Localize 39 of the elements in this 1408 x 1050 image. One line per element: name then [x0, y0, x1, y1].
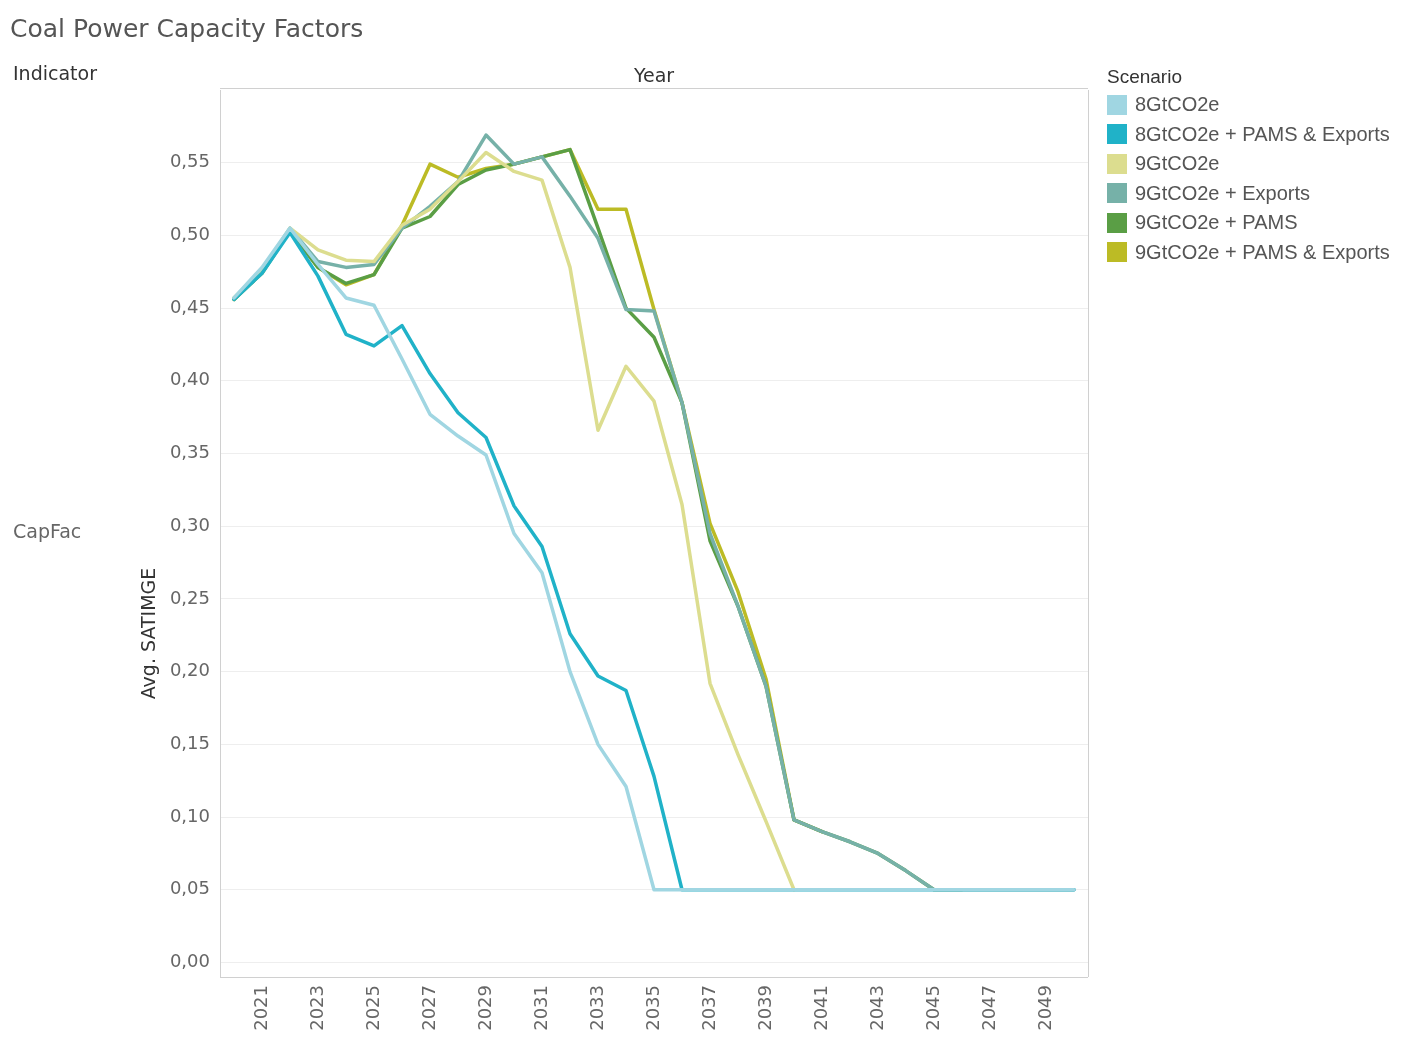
chart-title: Coal Power Capacity Factors [10, 14, 364, 43]
y-tick-label: 0,40 [169, 368, 210, 390]
legend-label: 8GtCO2e [1135, 93, 1220, 117]
legend-label: 9GtCO2e + PAMS [1135, 211, 1298, 235]
x-tick-label: 2025 [361, 985, 383, 1031]
y-tick-label: 0,25 [169, 586, 210, 608]
x-tick-label: 2043 [865, 985, 887, 1031]
legend-label: 9GtCO2e + PAMS & Exports [1135, 240, 1390, 264]
x-axis-title: Year [632, 64, 676, 86]
x-tick-label: 2039 [753, 985, 775, 1031]
text: CapFac [13, 520, 82, 542]
x-tick-label: 2035 [641, 985, 663, 1031]
y-tick-label: 0,55 [169, 150, 210, 172]
x-tick-label: 2045 [921, 985, 943, 1031]
y-tick-label: 0,05 [169, 877, 210, 899]
y-tick-label: 0,10 [169, 804, 210, 826]
y-tick-label: 0,15 [169, 732, 210, 754]
y-tick-label: 0,45 [169, 295, 210, 317]
x-tick-label: 2029 [473, 985, 495, 1031]
x-tick-label: 2041 [809, 985, 831, 1031]
x-tick-label: 2031 [529, 985, 551, 1031]
y-tick-label: 0,20 [169, 659, 210, 681]
y-tick-label: 0,00 [169, 950, 210, 972]
legend-title: Scenario [1107, 66, 1183, 88]
y-axis-title: Avg. SATIMGE [136, 567, 159, 700]
x-tick-label: 2047 [977, 985, 999, 1031]
x-tick-label: 2023 [305, 985, 327, 1031]
y-tick-label: 0,30 [169, 513, 210, 535]
legend-label: 9GtCO2e + Exports [1135, 181, 1311, 205]
text: Indicator [13, 62, 97, 84]
y-tick-label: 0,35 [169, 441, 210, 463]
y-tick-label: 0,50 [169, 223, 210, 245]
legend-label: 8GtCO2e + PAMS & Exports [1135, 122, 1390, 146]
x-tick-label: 2037 [697, 985, 719, 1031]
legend-label: 9GtCO2e [1135, 152, 1220, 176]
x-tick-label: 2021 [249, 985, 271, 1031]
x-tick-label: 2027 [417, 985, 439, 1031]
x-tick-label: 2033 [585, 985, 607, 1031]
x-tick-label: 2049 [1033, 985, 1055, 1031]
